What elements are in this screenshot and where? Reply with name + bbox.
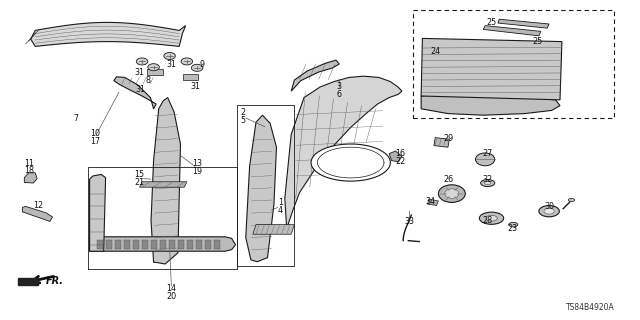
Polygon shape	[421, 94, 560, 115]
Polygon shape	[31, 22, 186, 46]
Ellipse shape	[484, 181, 491, 185]
Text: 22: 22	[395, 157, 405, 166]
Text: 11: 11	[24, 159, 35, 168]
Polygon shape	[291, 60, 339, 91]
Text: 25: 25	[486, 18, 497, 27]
Polygon shape	[311, 144, 390, 181]
Bar	[133, 240, 139, 249]
Bar	[196, 240, 202, 249]
Ellipse shape	[539, 206, 559, 217]
Ellipse shape	[164, 52, 175, 60]
Polygon shape	[483, 26, 541, 36]
Bar	[124, 240, 130, 249]
Bar	[160, 240, 166, 249]
Text: 31: 31	[134, 68, 145, 76]
Bar	[147, 69, 163, 75]
Text: 24: 24	[430, 47, 440, 56]
Ellipse shape	[191, 64, 203, 71]
Text: 34: 34	[425, 197, 435, 206]
Text: 6: 6	[337, 90, 342, 99]
Text: 14: 14	[166, 284, 177, 293]
Text: 28: 28	[483, 216, 493, 225]
Polygon shape	[389, 151, 402, 162]
Text: 4: 4	[278, 206, 283, 215]
Text: 31: 31	[136, 85, 146, 94]
Bar	[214, 240, 220, 249]
Text: 9: 9	[199, 60, 204, 68]
Text: 20: 20	[166, 292, 177, 301]
Bar	[187, 240, 193, 249]
Text: 5: 5	[241, 116, 246, 125]
Polygon shape	[90, 174, 106, 251]
Polygon shape	[22, 206, 52, 221]
Text: 23: 23	[507, 224, 517, 233]
Polygon shape	[285, 76, 402, 229]
Ellipse shape	[568, 198, 575, 202]
Bar	[106, 240, 112, 249]
Text: 18: 18	[24, 166, 35, 175]
Text: 8: 8	[146, 76, 151, 85]
Bar	[115, 240, 121, 249]
Ellipse shape	[544, 208, 554, 214]
Bar	[142, 240, 148, 249]
Text: 1: 1	[278, 198, 283, 207]
Ellipse shape	[445, 189, 459, 198]
Text: 27: 27	[483, 149, 493, 158]
Bar	[97, 240, 103, 249]
Ellipse shape	[481, 180, 495, 187]
Polygon shape	[253, 225, 294, 234]
Text: 19: 19	[192, 167, 202, 176]
Polygon shape	[428, 199, 438, 205]
Bar	[178, 240, 184, 249]
Ellipse shape	[181, 58, 193, 65]
Polygon shape	[18, 278, 38, 285]
Ellipse shape	[509, 222, 518, 227]
Text: 32: 32	[483, 175, 493, 184]
Bar	[183, 74, 198, 80]
Ellipse shape	[148, 64, 159, 71]
Text: 15: 15	[134, 170, 145, 179]
Text: 13: 13	[192, 159, 202, 168]
Bar	[205, 240, 211, 249]
Text: 25: 25	[532, 37, 543, 46]
Text: TS84B4920A: TS84B4920A	[566, 303, 614, 312]
Ellipse shape	[479, 212, 504, 224]
Polygon shape	[434, 138, 449, 147]
Text: 17: 17	[90, 137, 100, 146]
Text: 7: 7	[73, 114, 78, 123]
Ellipse shape	[438, 185, 465, 203]
Text: 33: 33	[404, 217, 415, 226]
Text: 3: 3	[337, 82, 342, 91]
Polygon shape	[421, 38, 562, 100]
Text: 31: 31	[190, 82, 200, 91]
Text: FR.: FR.	[46, 276, 64, 286]
Polygon shape	[498, 19, 549, 28]
Text: 29: 29	[443, 134, 453, 143]
Ellipse shape	[486, 215, 497, 221]
Text: 30: 30	[544, 202, 554, 211]
Polygon shape	[24, 173, 37, 183]
Polygon shape	[140, 182, 187, 187]
Polygon shape	[151, 98, 180, 264]
Text: 16: 16	[395, 149, 405, 158]
Bar	[169, 240, 175, 249]
Ellipse shape	[476, 153, 495, 166]
Text: 31: 31	[166, 60, 177, 68]
Text: 21: 21	[134, 178, 145, 187]
Text: 2: 2	[241, 108, 246, 117]
Text: 12: 12	[33, 201, 44, 210]
Polygon shape	[90, 237, 236, 251]
Text: 10: 10	[90, 129, 100, 138]
Polygon shape	[114, 77, 156, 109]
Ellipse shape	[136, 58, 148, 65]
Text: 26: 26	[443, 175, 453, 184]
Bar	[151, 240, 157, 249]
Polygon shape	[246, 115, 276, 262]
